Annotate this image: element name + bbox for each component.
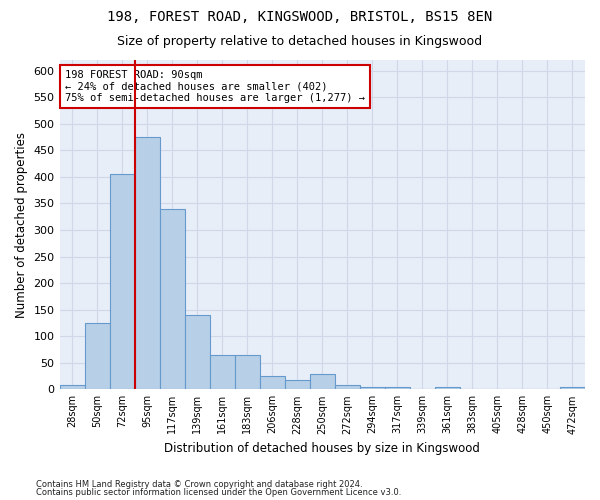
Y-axis label: Number of detached properties: Number of detached properties — [15, 132, 28, 318]
Bar — [235, 355, 260, 390]
Bar — [160, 208, 185, 390]
Bar — [110, 174, 134, 390]
Text: Size of property relative to detached houses in Kingswood: Size of property relative to detached ho… — [118, 35, 482, 48]
Bar — [385, 386, 410, 390]
Text: 198 FOREST ROAD: 90sqm
← 24% of detached houses are smaller (402)
75% of semi-de: 198 FOREST ROAD: 90sqm ← 24% of detached… — [65, 70, 365, 103]
Bar — [59, 385, 85, 390]
Bar — [85, 323, 110, 390]
Bar — [260, 376, 285, 390]
Bar — [310, 374, 335, 390]
Bar — [435, 386, 460, 390]
Bar — [335, 385, 360, 390]
Bar — [134, 137, 160, 390]
Text: Contains public sector information licensed under the Open Government Licence v3: Contains public sector information licen… — [36, 488, 401, 497]
Bar — [560, 387, 585, 390]
Text: Contains HM Land Registry data © Crown copyright and database right 2024.: Contains HM Land Registry data © Crown c… — [36, 480, 362, 489]
Bar — [360, 386, 385, 390]
X-axis label: Distribution of detached houses by size in Kingswood: Distribution of detached houses by size … — [164, 442, 480, 455]
Text: 198, FOREST ROAD, KINGSWOOD, BRISTOL, BS15 8EN: 198, FOREST ROAD, KINGSWOOD, BRISTOL, BS… — [107, 10, 493, 24]
Bar — [285, 380, 310, 390]
Bar — [185, 315, 209, 390]
Bar — [209, 355, 235, 390]
